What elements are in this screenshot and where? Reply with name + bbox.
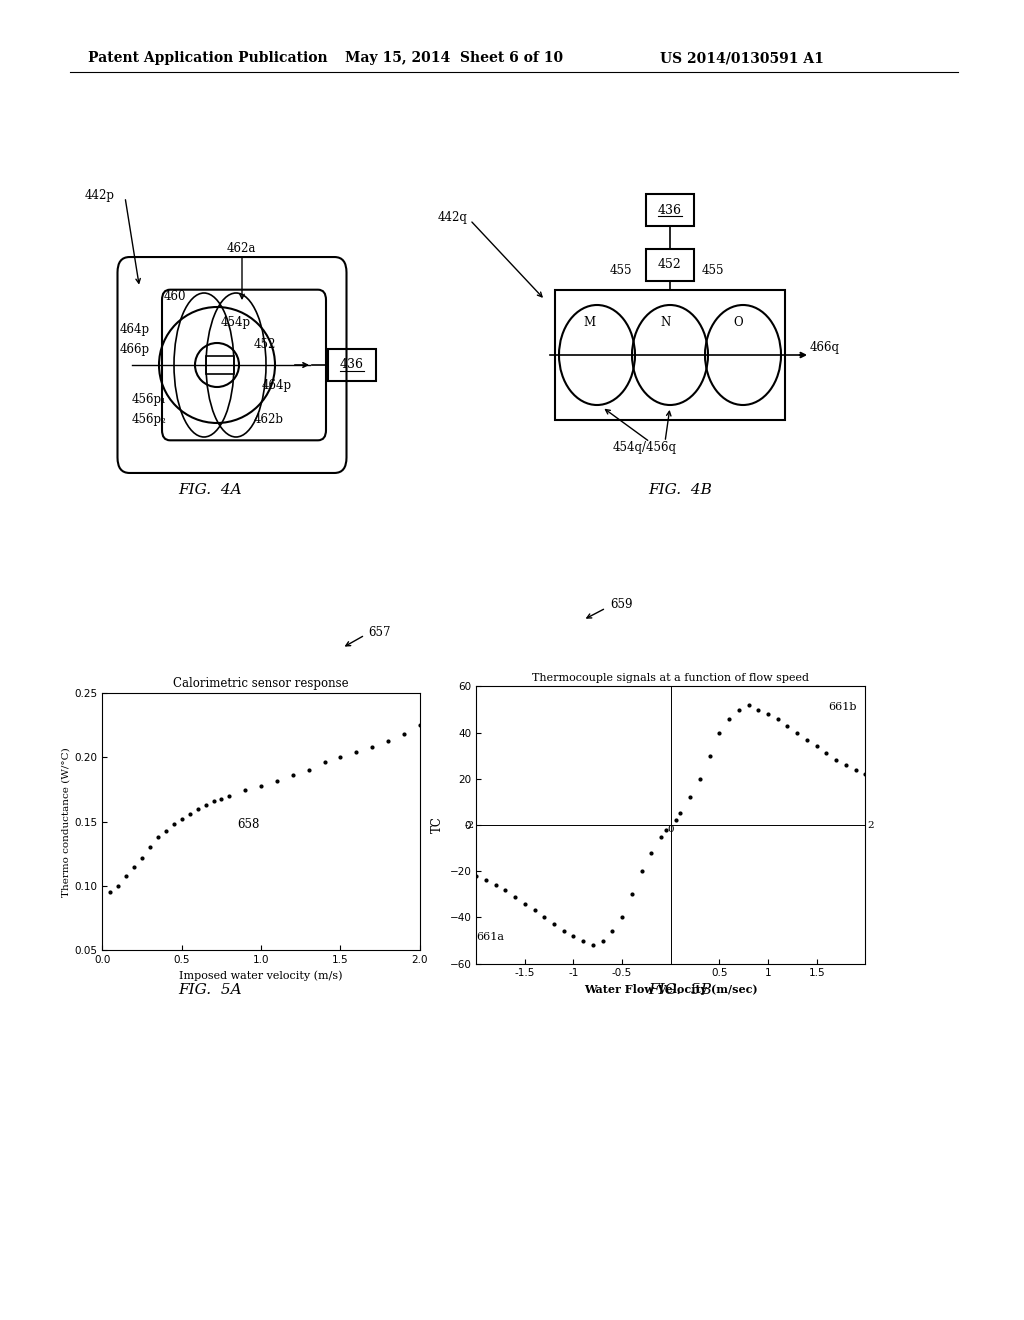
Text: N: N (660, 317, 671, 330)
Text: 659: 659 (610, 598, 633, 611)
Text: O: O (733, 317, 742, 330)
Text: 436: 436 (340, 359, 364, 371)
X-axis label: Water Flow Velocity (m/sec): Water Flow Velocity (m/sec) (584, 983, 758, 995)
Text: 455: 455 (702, 264, 725, 276)
Y-axis label: Thermo conductance (W/°C): Thermo conductance (W/°C) (61, 747, 71, 896)
Text: 661a: 661a (476, 932, 504, 942)
Bar (646, 194, 694, 226)
Text: FIG.  4A: FIG. 4A (178, 483, 242, 498)
Title: Calorimetric sensor response: Calorimetric sensor response (173, 677, 349, 690)
Text: M: M (583, 317, 595, 330)
Text: 442p: 442p (85, 189, 115, 202)
Text: 456p₂: 456p₂ (132, 413, 167, 426)
Text: 657: 657 (368, 626, 390, 639)
Text: 466p: 466p (120, 343, 151, 356)
Text: 2: 2 (867, 821, 873, 829)
Text: 464p: 464p (262, 379, 292, 392)
Text: 661b: 661b (828, 701, 857, 711)
Text: Patent Application Publication: Patent Application Publication (88, 51, 328, 65)
Text: FIG.  4B: FIG. 4B (648, 483, 712, 498)
Text: May 15, 2014  Sheet 6 of 10: May 15, 2014 Sheet 6 of 10 (345, 51, 563, 65)
Title: Thermocouple signals at a function of flow speed: Thermocouple signals at a function of fl… (532, 673, 809, 682)
Text: 466q: 466q (810, 341, 840, 354)
Bar (206, 356, 234, 374)
Text: 436: 436 (658, 203, 682, 216)
Bar (646, 249, 694, 281)
Text: 462a: 462a (227, 242, 256, 255)
Bar (555, 290, 785, 420)
Text: 460: 460 (164, 289, 186, 302)
Text: 658: 658 (238, 818, 260, 832)
Text: 464p: 464p (120, 323, 151, 337)
Text: 452: 452 (658, 259, 682, 272)
Text: 455: 455 (610, 264, 633, 276)
Text: 442q: 442q (437, 211, 467, 224)
Text: 456p₁: 456p₁ (132, 393, 167, 407)
Y-axis label: TC: TC (431, 817, 443, 833)
Text: -2: -2 (464, 821, 474, 829)
Text: 0: 0 (668, 825, 674, 834)
Text: FIG.  5B: FIG. 5B (648, 983, 712, 997)
Text: 454q/456q: 454q/456q (613, 441, 677, 454)
Text: 462b: 462b (254, 413, 284, 426)
Text: 454p: 454p (221, 317, 251, 330)
Text: FIG.  5A: FIG. 5A (178, 983, 242, 997)
Bar (328, 348, 376, 381)
X-axis label: Imposed water velocity (m/s): Imposed water velocity (m/s) (179, 970, 343, 981)
Text: 452: 452 (254, 338, 276, 351)
Text: US 2014/0130591 A1: US 2014/0130591 A1 (660, 51, 824, 65)
